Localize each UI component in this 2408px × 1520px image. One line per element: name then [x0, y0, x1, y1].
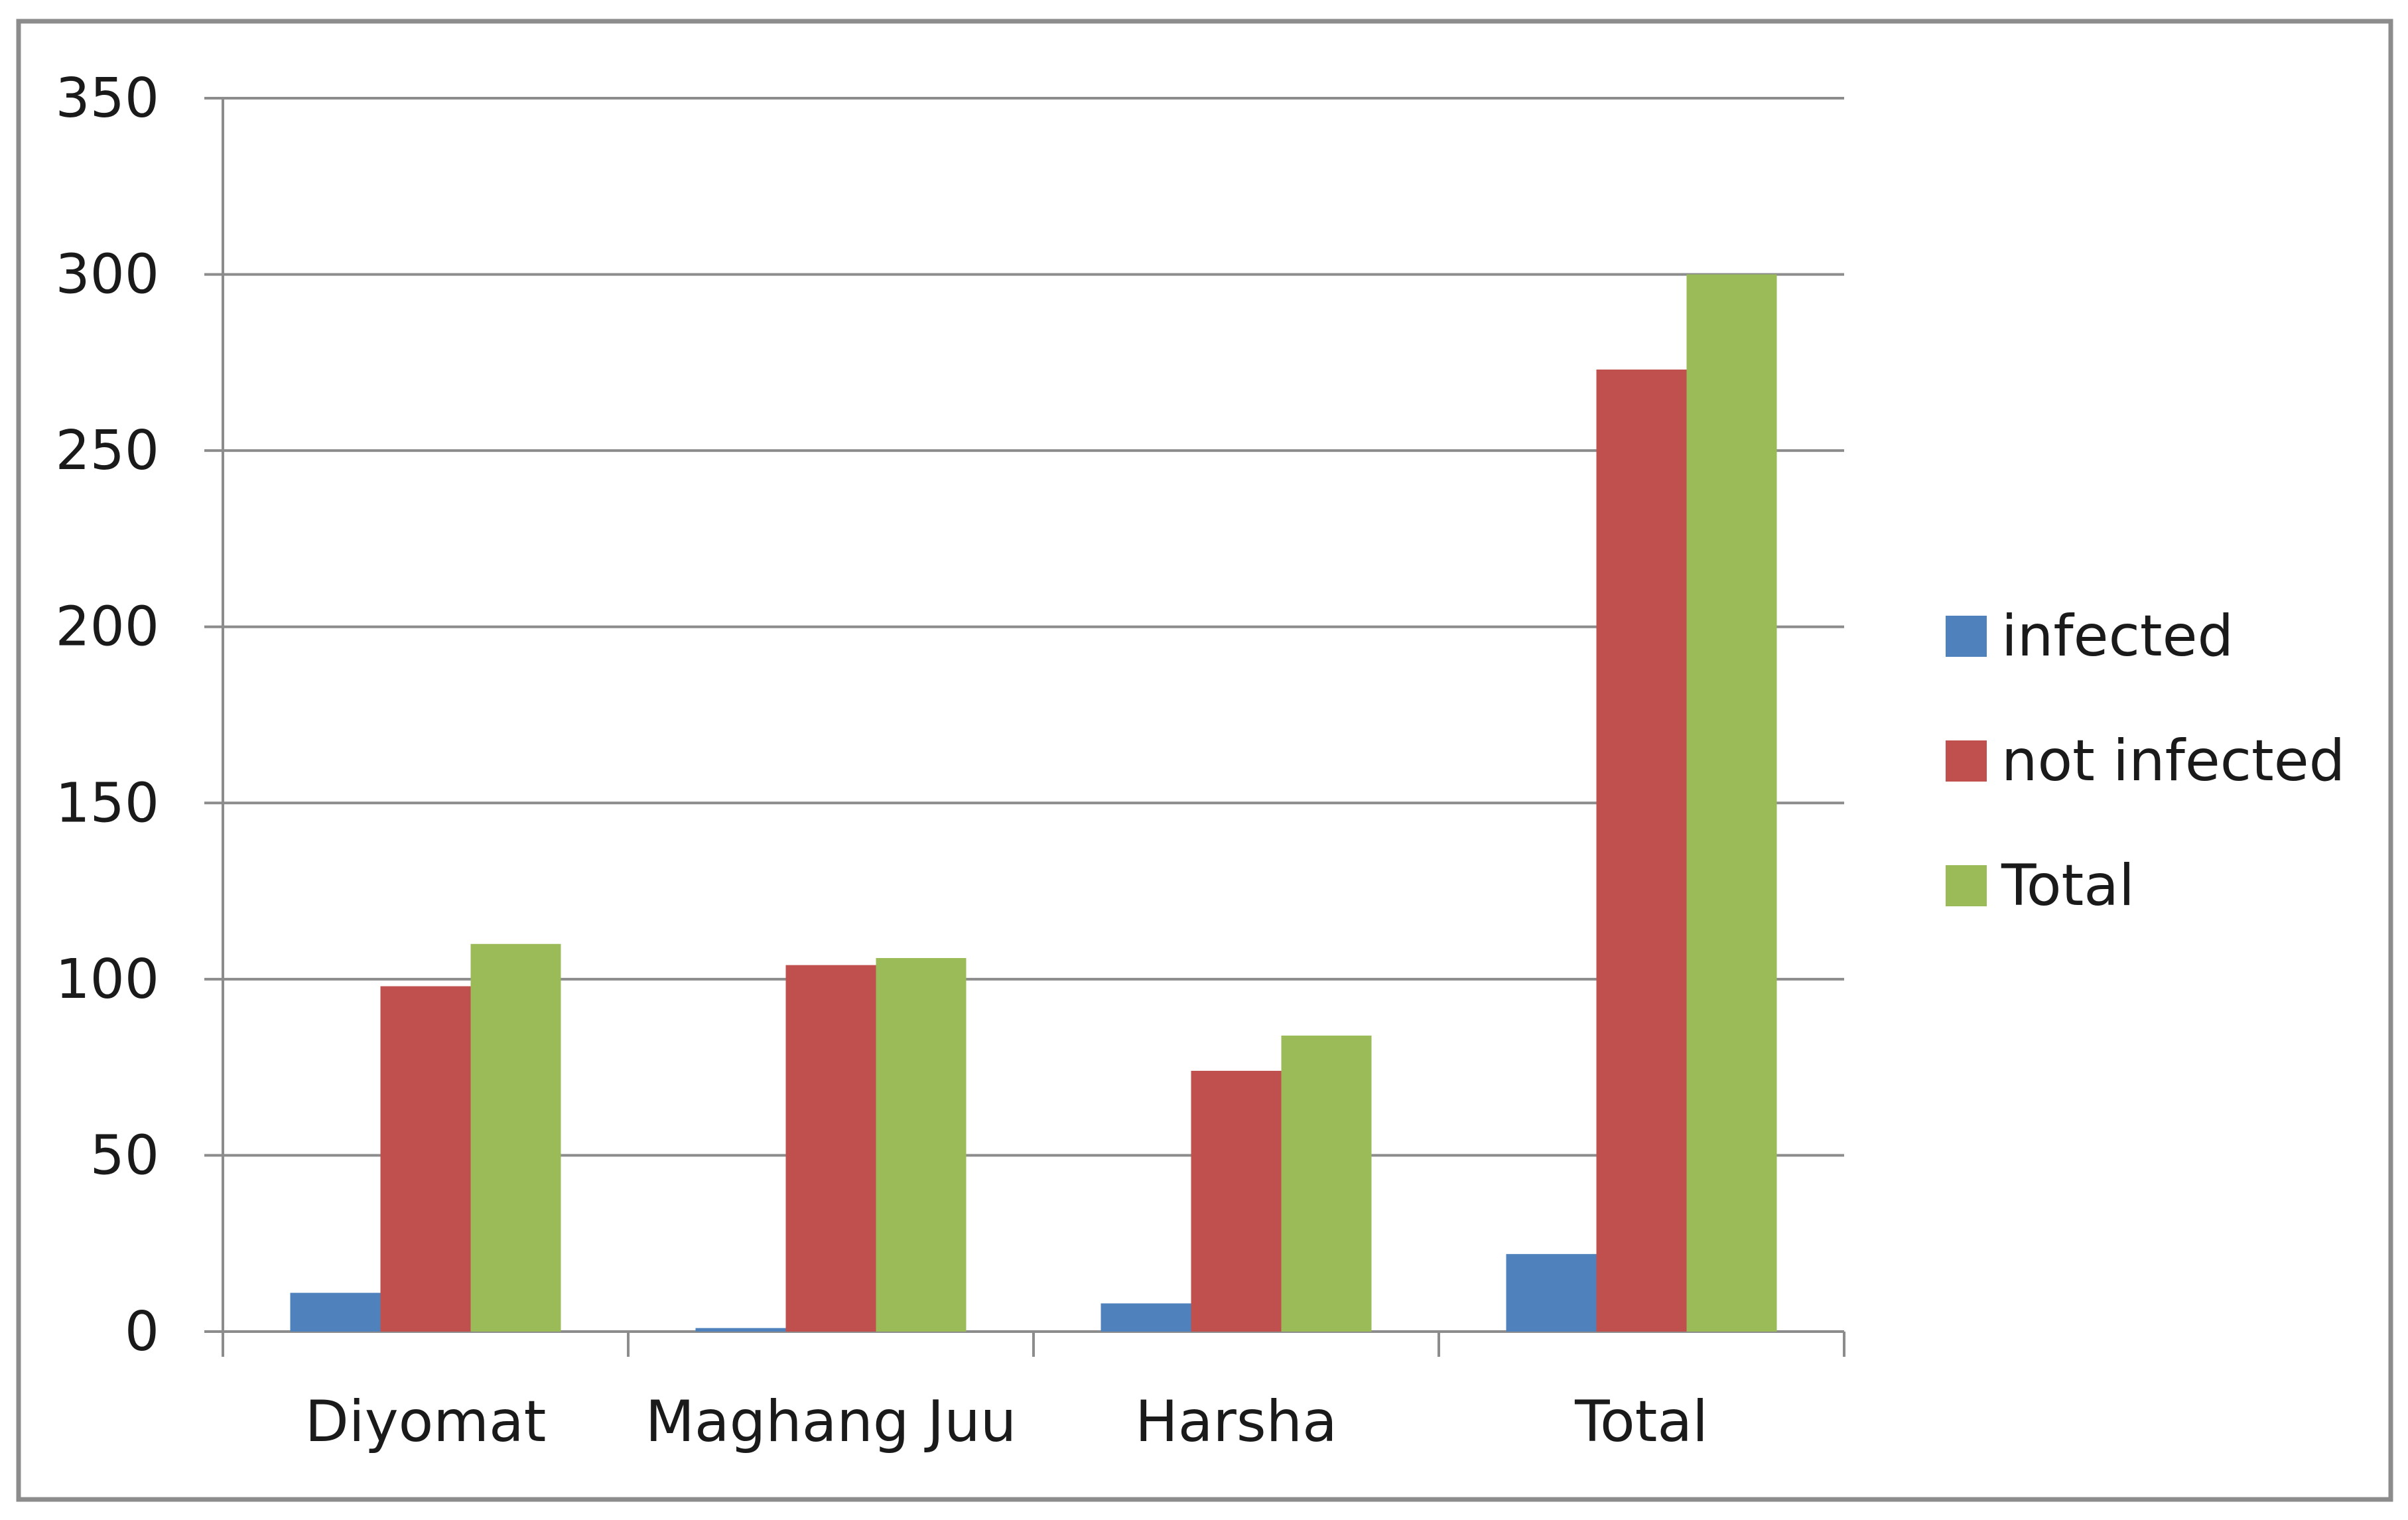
y-tick-label: 250: [55, 419, 159, 482]
bar-infected-maghang-juu: [695, 1328, 786, 1332]
bar-not-infected-harsha: [1191, 1070, 1282, 1332]
bar-infected-total: [1506, 1254, 1597, 1332]
bar-not-infected-maghang-juu: [785, 965, 876, 1332]
bar-infected-harsha: [1101, 1303, 1191, 1332]
x-category-label: Diyomat: [305, 1389, 547, 1455]
bar-not-infected-total: [1596, 369, 1687, 1332]
x-category-label: Maghang Juu: [645, 1389, 1017, 1455]
axis-labels: 0 50 100 150 200 250 300 350 Diyomat Maghang Juu H…: [55, 67, 1707, 1455]
bar-total-total: [1686, 274, 1777, 1332]
y-tick-label: 50: [90, 1124, 159, 1187]
y-tick-label: 200: [55, 596, 159, 659]
legend-label-not-infected: not infected: [2001, 728, 2345, 794]
x-category-label: Harsha: [1135, 1389, 1337, 1455]
bars: [290, 274, 1777, 1332]
legend-swatch-infected: [1946, 616, 1987, 657]
legend-label-total: Total: [2001, 853, 2135, 919]
y-tick-label: 0: [125, 1300, 159, 1363]
y-tick-label: 350: [55, 67, 159, 130]
bar-not-infected-diyomat: [380, 986, 471, 1332]
legend-label-infected: infected: [2001, 603, 2234, 669]
x-category-label: Total: [1574, 1389, 1708, 1455]
bar-total-maghang-juu: [876, 957, 967, 1332]
bar-infected-diyomat: [290, 1292, 381, 1332]
legend: infected not infected Total: [1946, 603, 2345, 919]
bar-total-harsha: [1281, 1035, 1372, 1332]
legend-swatch-total: [1946, 865, 1987, 906]
y-tick-label: 150: [55, 772, 159, 835]
bar-total-diyomat: [470, 943, 561, 1332]
y-tick-label: 300: [55, 243, 159, 307]
legend-swatch-not-infected: [1946, 740, 1987, 782]
y-tick-label: 100: [55, 948, 159, 1011]
